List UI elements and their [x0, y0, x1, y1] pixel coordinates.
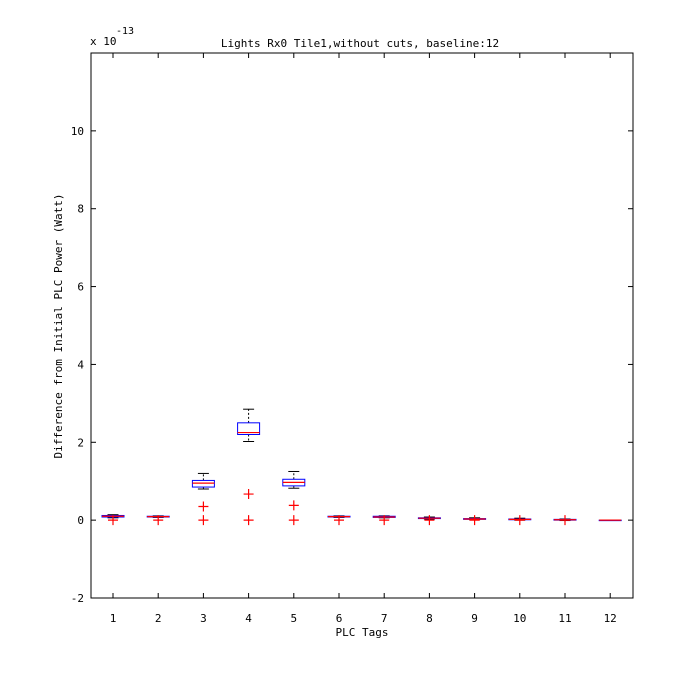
- x-tick-label: 3: [200, 612, 207, 625]
- outlier-marker: [334, 515, 344, 526]
- outlier-marker: [243, 515, 254, 526]
- x-tick-label: 1: [110, 612, 117, 625]
- y-tick-label: 8: [77, 203, 84, 216]
- outlier-marker: [514, 515, 525, 526]
- outlier-marker: [424, 515, 435, 526]
- plot-area: [90, 52, 634, 599]
- y-axis-label: Difference from Initial PLC Power (Watt): [52, 194, 65, 459]
- outlier-marker: [560, 515, 570, 526]
- x-tick-label: 4: [245, 612, 252, 625]
- y-multiplier-label: x 10: [90, 35, 117, 48]
- outlier-marker: [108, 515, 118, 526]
- outlier-marker: [288, 515, 299, 526]
- x-tick-label: 7: [381, 612, 388, 625]
- outlier-marker: [288, 500, 299, 511]
- x-tick-label: 2: [155, 612, 162, 625]
- y-multiplier-exponent: -13: [116, 26, 134, 37]
- y-tick-label: 2: [77, 436, 84, 449]
- box: [237, 422, 261, 436]
- y-tick-label: 0: [77, 514, 84, 527]
- x-tick-label: 10: [513, 612, 526, 625]
- outlier-marker: [153, 515, 164, 526]
- outlier-marker: [469, 515, 480, 526]
- x-tick-label: 5: [290, 612, 297, 625]
- outlier-marker: [243, 489, 254, 500]
- x-tick-label: 12: [604, 612, 617, 625]
- outlier-marker: [198, 515, 209, 526]
- x-tick-label: 6: [336, 612, 343, 625]
- y-tick-label: 4: [77, 358, 84, 371]
- outlier-marker: [379, 515, 390, 526]
- x-axis-label: PLC Tags: [336, 626, 389, 639]
- chart-title: Lights Rx0 Tile1,without cuts, baseline:…: [221, 37, 499, 50]
- x-tick-label: 8: [426, 612, 433, 625]
- x-tick-label: 9: [471, 612, 478, 625]
- y-tick-label: -2: [71, 592, 84, 605]
- x-tick-label: 11: [558, 612, 571, 625]
- outlier-marker: [198, 501, 209, 512]
- y-tick-label: 6: [77, 281, 84, 294]
- y-tick-label: 10: [71, 125, 84, 138]
